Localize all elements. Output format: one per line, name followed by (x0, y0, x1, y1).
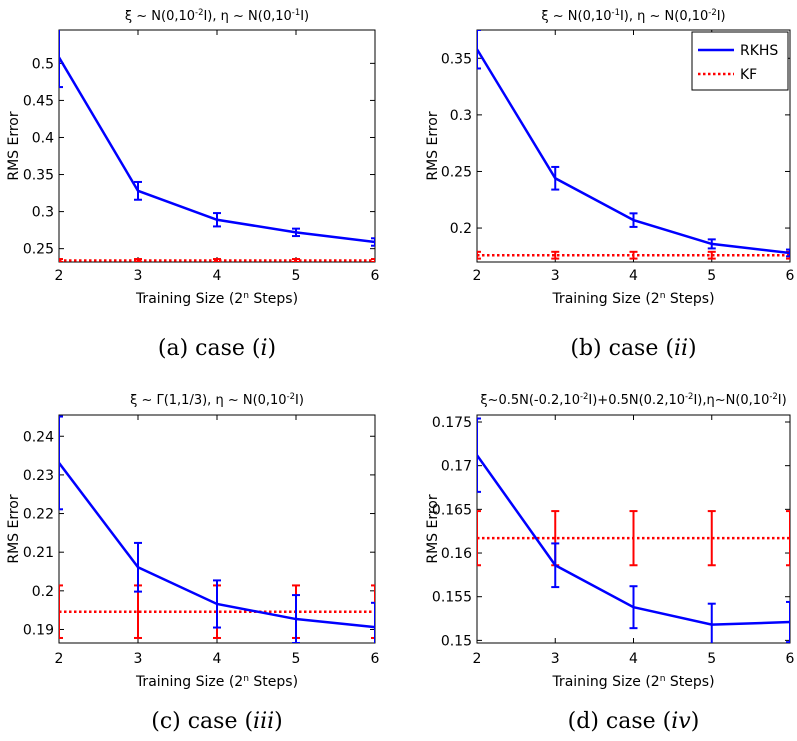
y-tick-label: 0.165 (432, 502, 472, 518)
y-tick-label: 0.155 (432, 590, 472, 606)
x-tick-label: 2 (55, 268, 64, 284)
y-tick-label: 0.25 (441, 164, 472, 180)
chart-panel-3: ξ ~ Γ(1,1/3), η ~ N(0,10-2I) 2 3 4 5 6 0.19 0.2… (6, 391, 380, 734)
x-tick-label: 4 (213, 268, 222, 284)
figure-caption: (d) case (iv) (568, 709, 700, 734)
legend-label-kf: KF (740, 67, 757, 83)
x-axis-label: Training Size (2n Steps) (551, 674, 714, 690)
plot-area (477, 417, 790, 643)
chart-title: ξ~0.5N(-0.2,10-2I)+0.5N(0.2,10-2I),η~N(0… (480, 391, 786, 408)
y-axis-label: RMS Error (6, 494, 22, 564)
x-tick-label: 4 (629, 651, 638, 667)
y-tick-label: 0.4 (32, 130, 54, 146)
x-tick-label: 2 (473, 268, 482, 284)
figure-caption: (b) case (ii) (570, 336, 696, 361)
x-tick-label: 5 (292, 268, 301, 284)
x-tick-label: 3 (551, 651, 560, 667)
x-tick-label: 3 (134, 651, 143, 667)
x-tick-label: 3 (134, 268, 143, 284)
legend-label-rkhs: RKHS (740, 43, 778, 59)
x-axis-label: Training Size (2n Steps) (551, 291, 714, 307)
chart-panel-1: ξ ~ N(0,10-2I), η ~ N(0,10-1I) 2 3 4 5 6 0.25 0… (6, 7, 380, 361)
chart-title: ξ ~ Γ(1,1/3), η ~ N(0,10-2I) (130, 391, 304, 408)
x-tick-label: 6 (786, 268, 795, 284)
x-tick-label: 6 (786, 651, 795, 667)
y-axis-label: RMS Error (425, 494, 441, 564)
plot-area (59, 415, 375, 643)
y-tick-label: 0.17 (441, 459, 472, 475)
x-axis-label: Training Size (2n Steps) (135, 674, 298, 690)
y-tick-label: 0.35 (23, 168, 54, 184)
y-tick-label: 0.16 (441, 546, 472, 562)
x-tick-label: 3 (551, 268, 560, 284)
y-tick-label: 0.2 (450, 221, 472, 237)
legend-box (691, 31, 789, 91)
y-tick-label: 0.15 (441, 633, 472, 649)
x-tick-label: 2 (473, 651, 482, 667)
y-tick-label: 0.24 (23, 429, 54, 445)
x-tick-label: 5 (707, 268, 716, 284)
legend: RKHS KF (691, 31, 789, 91)
y-tick-label: 0.3 (32, 205, 54, 221)
y-axis-label: RMS Error (425, 111, 441, 181)
x-tick-label: 5 (292, 651, 301, 667)
y-tick-label: 0.21 (23, 545, 54, 561)
chart-title: ξ ~ N(0,10-1I), η ~ N(0,10-2I) (541, 7, 725, 24)
chart-panel-4: ξ~0.5N(-0.2,10-2I)+0.5N(0.2,10-2I),η~N(0… (425, 391, 795, 734)
x-tick-label: 2 (55, 651, 64, 667)
x-axis-label: Training Size (2n Steps) (135, 291, 298, 307)
plot-area (477, 30, 790, 260)
y-tick-label: 0.45 (23, 93, 54, 109)
x-tick-label: 6 (371, 651, 380, 667)
x-tick-label: 5 (707, 651, 716, 667)
x-tick-label: 4 (629, 268, 638, 284)
y-tick-label: 0.23 (23, 468, 54, 484)
y-tick-label: 0.2 (32, 584, 54, 600)
x-tick-label: 6 (371, 268, 380, 284)
y-tick-label: 0.19 (23, 622, 54, 638)
figure-caption: (c) case (iii) (151, 709, 283, 734)
y-tick-label: 0.3 (450, 108, 472, 124)
y-tick-label: 0.175 (432, 415, 472, 431)
y-tick-label: 0.25 (23, 242, 54, 258)
chart-panel-2: ξ ~ N(0,10-1I), η ~ N(0,10-2I) 2 3 4 5 6 0.2 0.… (425, 7, 795, 361)
chart-title: ξ ~ N(0,10-2I), η ~ N(0,10-1I) (125, 7, 309, 24)
y-tick-label: 0.5 (32, 56, 54, 72)
y-tick-label: 0.22 (23, 507, 54, 523)
y-tick-label: 0.35 (441, 51, 472, 67)
plot-area (59, 30, 375, 262)
figure-caption: (a) case (i) (158, 336, 276, 361)
x-tick-label: 4 (213, 651, 222, 667)
y-axis-label: RMS Error (6, 111, 22, 181)
